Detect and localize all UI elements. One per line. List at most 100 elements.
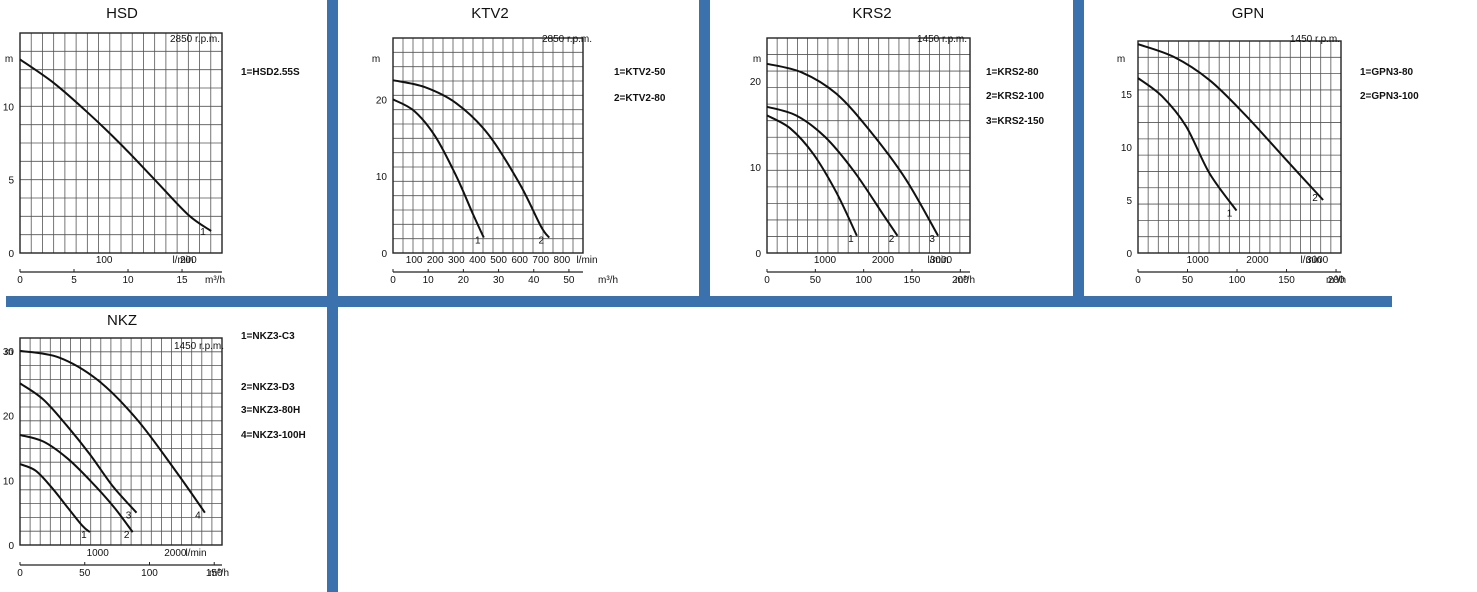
- y-axis-unit-label: m: [372, 54, 380, 65]
- x-tick-label-m3h: 50: [79, 568, 91, 579]
- y-tick-label: 20: [750, 77, 762, 88]
- series-end-label: 1: [475, 236, 481, 247]
- x-axis-unit-lmin: l/min: [576, 255, 597, 266]
- y-tick-label: 0: [8, 249, 14, 260]
- x-tick-label-lmin: 2000: [164, 548, 187, 559]
- y-tick-label: 0: [381, 249, 387, 260]
- series-end-label: 1: [1227, 209, 1233, 220]
- x-tick-label-m3h: 150: [1278, 275, 1295, 286]
- series-curve-1: [19, 58, 212, 232]
- x-tick-label-m3h: 0: [17, 568, 23, 579]
- x-tick-label-lmin: 3000: [930, 255, 953, 266]
- x-tick-label-m3h: 150: [206, 568, 223, 579]
- chart-rpm-label: 2850 r.p.m.: [542, 34, 592, 45]
- series-end-label: 3: [929, 234, 935, 245]
- chart-title: GPN: [1232, 5, 1265, 22]
- legend-entry: 2=GPN3-100: [1360, 91, 1419, 102]
- x-tick-label-lmin: 400: [469, 255, 486, 266]
- legend-entry: 3=KRS2-150: [986, 116, 1045, 127]
- chart-frame: [19, 32, 223, 254]
- x-tick-label-lmin: 1000: [87, 548, 110, 559]
- legend-entry: 2=NKZ3-D3: [241, 382, 295, 393]
- chart-title: NKZ: [107, 312, 137, 329]
- x-tick-label-lmin: 300: [448, 255, 465, 266]
- chart-grid: [1137, 40, 1342, 254]
- chart-frame: [766, 37, 971, 254]
- chart-krs2: KRS2 1450 r.p.m. m 0 10 20 1000 2000 3000 l/min 0 5…: [710, 0, 1073, 296]
- legend-entry: 1=GPN3-80: [1360, 67, 1414, 78]
- x-axis-unit-lmin: l/min: [172, 255, 193, 266]
- y-tick-label: 10: [3, 476, 15, 487]
- x-tick-label-m3h: 0: [764, 275, 770, 286]
- separator-vertical-2: [699, 0, 710, 296]
- x-axis-unit-m3h: m³/h: [205, 275, 225, 286]
- series-curve-1: [392, 98, 485, 239]
- x-tick-label-lmin: 100: [406, 255, 423, 266]
- x-tick-label-m3h: 40: [528, 275, 540, 286]
- x-tick-label-lmin: 800: [554, 255, 571, 266]
- y-axis-unit-label: m: [5, 54, 13, 65]
- chart-hsd: HSD 2850 r.p.m. m 0 5 10 100 200 l/min 0 5 10 15 m³/h…: [0, 0, 327, 296]
- x-tick-label-m3h: 100: [855, 275, 872, 286]
- y-tick-label: 10: [750, 163, 762, 174]
- y-tick-label: 5: [8, 176, 14, 187]
- x-tick-label-m3h: 30: [493, 275, 505, 286]
- x-tick-label-m3h: 50: [810, 275, 822, 286]
- legend-entry: 2=KTV2-80: [614, 93, 666, 104]
- separator-vertical-4: [327, 307, 338, 592]
- separator-vertical-3: [1073, 0, 1084, 296]
- y-tick-label: 0: [755, 249, 761, 260]
- series-curve-2: [1137, 43, 1324, 201]
- x-tick-label-m3h: 150: [904, 275, 921, 286]
- series-end-label: 4: [195, 511, 201, 522]
- series-end-label: 1: [848, 234, 854, 245]
- x-axis-unit-lmin: l/min: [927, 255, 948, 266]
- series-curve-2: [392, 79, 551, 239]
- chart-frame: [1137, 40, 1342, 254]
- x-tick-label-m3h: 20: [458, 275, 470, 286]
- series-curve-3: [766, 62, 939, 237]
- x-axis-unit-m3h: m³/h: [955, 275, 975, 286]
- separator-vertical-1: [327, 0, 338, 296]
- x-tick-label-m3h: 15: [176, 275, 188, 286]
- x-tick-label-m3h: 200: [1328, 275, 1345, 286]
- x-tick-label-lmin: 2000: [872, 255, 895, 266]
- y-axis-unit-label: m: [753, 54, 761, 65]
- x-tick-label-lmin: 200: [427, 255, 444, 266]
- chart-frame: [19, 337, 223, 546]
- series-curve-2: [19, 434, 134, 533]
- series-end-label: 1: [200, 227, 206, 238]
- x-tick-label-lmin: 2000: [1246, 255, 1269, 266]
- separator-horizontal: [6, 296, 1392, 307]
- chart-rpm-label: 1450 r.p.m.: [174, 341, 224, 352]
- y-tick-label: 0: [8, 541, 14, 552]
- y-tick-label: 10: [1121, 143, 1133, 154]
- legend-entry: 3=NKZ3-80H: [241, 405, 300, 416]
- x-tick-label-m3h: 0: [17, 275, 23, 286]
- series-end-label: 2: [889, 234, 895, 245]
- x-tick-label-m3h: 100: [141, 568, 158, 579]
- chart-frame: [392, 37, 584, 254]
- series-end-label: 2: [124, 530, 130, 541]
- y-tick-label: 0: [1126, 249, 1132, 260]
- x-tick-label-lmin: 100: [96, 255, 113, 266]
- x-tick-label-m3h: 10: [122, 275, 134, 286]
- chart-title: KTV2: [471, 5, 509, 22]
- x-tick-label-m3h: 50: [1182, 275, 1194, 286]
- x-tick-label-m3h: 100: [1229, 275, 1246, 286]
- x-tick-label-lmin: 200: [180, 255, 197, 266]
- series-curve-4: [19, 349, 206, 514]
- x-tick-label-lmin: 600: [511, 255, 528, 266]
- x-tick-label-m3h: 0: [1135, 275, 1141, 286]
- y-axis-unit-label: m: [5, 347, 13, 358]
- chart-rpm-label: 1450 r.p.m.: [917, 34, 967, 45]
- legend-entry: 1=NKZ3-C3: [241, 331, 295, 342]
- x-tick-label-lmin: 500: [490, 255, 507, 266]
- series-end-label: 2: [538, 236, 544, 247]
- x-tick-label-lmin: 1000: [1187, 255, 1210, 266]
